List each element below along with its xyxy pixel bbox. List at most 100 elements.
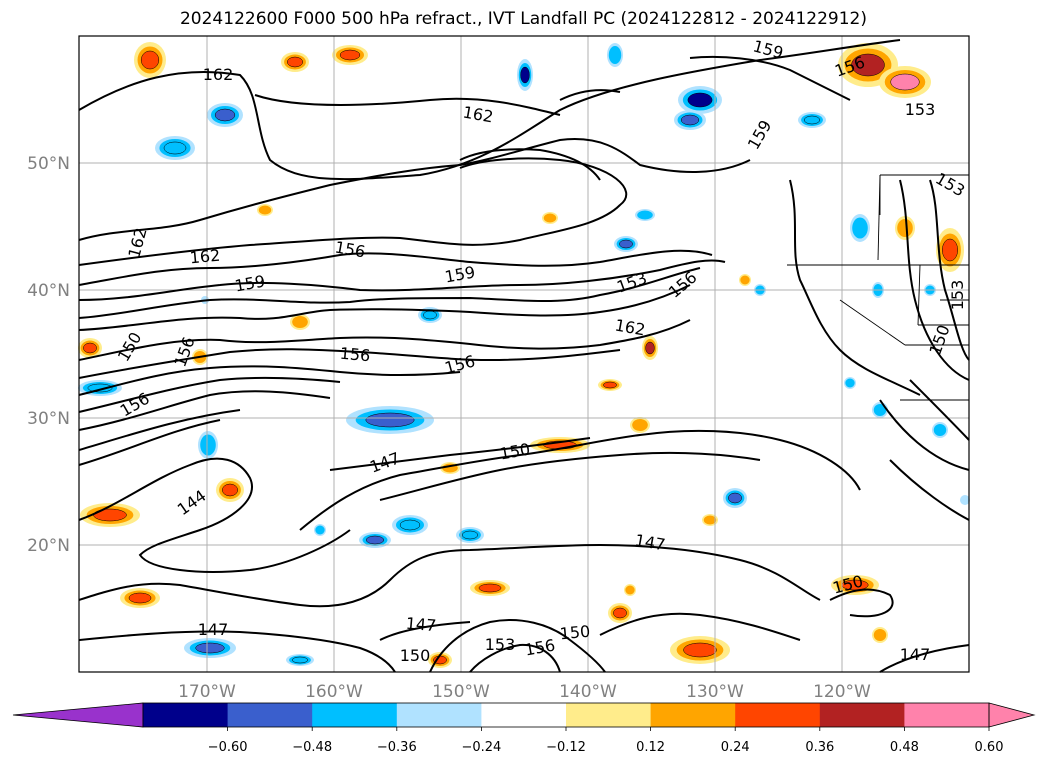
colorbar-swatch [566, 703, 652, 727]
anomaly-patch [423, 310, 437, 320]
anomaly-patch [365, 535, 385, 545]
anomaly-patch [645, 341, 655, 355]
map-title: 2024122600 F000 500 hPa refract., IVT La… [179, 9, 867, 29]
contour-label: 150 [559, 622, 591, 644]
anomaly-patch [933, 424, 947, 436]
contour-line [78, 409, 241, 451]
contour-label: 162 [189, 246, 221, 268]
anomaly-patch [613, 607, 627, 619]
contour-line [78, 348, 621, 379]
colorbar-tick-label: 0.36 [805, 740, 834, 755]
contour-line [379, 451, 761, 501]
state-boundaries [787, 174, 969, 401]
latitude-tick-labels: 50°N 40°N 30°N 20°N [27, 154, 70, 556]
lat-tick-label: 40°N [27, 281, 70, 301]
contour-line [879, 644, 970, 673]
anomaly-patch [851, 53, 885, 77]
contour-line [78, 259, 726, 301]
contour-line [78, 39, 901, 181]
anomaly-patch [214, 108, 236, 122]
contour-line [929, 179, 970, 361]
contour-line [78, 267, 701, 319]
colorbar-tick-label: −0.12 [546, 740, 586, 755]
state-boundary [839, 299, 906, 346]
anomaly-patch [683, 642, 717, 658]
anomaly-patch [625, 585, 635, 595]
lon-tick-label: 160°W [305, 682, 363, 702]
lon-tick-label: 120°W [813, 682, 871, 702]
anomaly-patch [140, 50, 160, 70]
anomaly-patch [128, 592, 152, 604]
graticule [79, 36, 969, 672]
anomaly-patch [680, 114, 700, 126]
anomaly-patch [365, 412, 415, 428]
colorbar-tick-label: 0.12 [636, 740, 665, 755]
contour-line [789, 179, 921, 396]
contour-line [78, 543, 821, 608]
contour-line [78, 157, 628, 266]
anomaly-patch [740, 275, 750, 285]
lat-tick-label: 50°N [27, 154, 70, 174]
colorbar: −0.60 −0.48 −0.36 −0.24 −0.12 0.12 0.24 0.36 0.4… [12, 702, 1036, 755]
colorbar-tick-label: 0.24 [721, 740, 750, 755]
anomaly-patch [163, 141, 187, 155]
contour-line [469, 643, 561, 673]
anomaly-fill-layer [78, 42, 970, 668]
contour-line [429, 619, 606, 673]
colorbar-swatch [396, 703, 482, 727]
contour-line [559, 89, 621, 101]
contour-line [78, 319, 691, 361]
contour-label: 153 [948, 280, 967, 311]
contour-label: 156 [339, 344, 371, 366]
anomaly-patch [845, 378, 855, 388]
anomaly-patch [195, 642, 225, 654]
anomaly-patch [83, 342, 97, 354]
colorbar-tick-label: 0.48 [890, 740, 919, 755]
contour-line [909, 379, 970, 441]
contour-line [689, 55, 851, 101]
colorbar-swatch [650, 703, 736, 727]
state-boundary [917, 264, 921, 326]
anomaly-patch [339, 49, 361, 61]
colorbar-extend-high [988, 702, 1036, 728]
anomaly-patch [632, 419, 648, 431]
contour-line [879, 399, 970, 471]
anomaly-patch [399, 519, 421, 531]
anomaly-patch [804, 115, 820, 125]
refractivity-contours [78, 39, 970, 673]
contour-line [599, 612, 801, 641]
colorbar-tick-label: −0.36 [377, 740, 417, 755]
contour-line [78, 365, 461, 396]
anomaly-patch [619, 239, 633, 249]
contour-label: 147 [198, 620, 229, 639]
contour-line [78, 249, 713, 286]
anomaly-patch [462, 530, 478, 540]
colorbar-tick-label: −0.24 [461, 740, 501, 755]
anomaly-patch [960, 495, 970, 505]
anomaly-patch [520, 66, 530, 84]
contour-label: 150 [400, 646, 431, 665]
lat-tick-label: 20°N [27, 536, 70, 556]
anomaly-patch [942, 238, 958, 262]
colorbar-tick-label: −0.60 [208, 740, 248, 755]
anomaly-patch [603, 381, 617, 389]
anomaly-patch [687, 92, 713, 108]
contour-label: 153 [485, 635, 516, 654]
anomaly-patch [258, 205, 272, 215]
lon-tick-label: 150°W [432, 682, 490, 702]
contour-line [829, 588, 894, 618]
anomaly-patch [478, 583, 502, 593]
lon-tick-label: 170°W [178, 682, 236, 702]
contour-line [78, 390, 331, 431]
contour-line [78, 457, 351, 573]
anomaly-patch [543, 213, 557, 223]
anomaly-patch [608, 46, 622, 64]
colorbar-swatch [819, 703, 905, 727]
colorbar-swatch [227, 703, 313, 727]
state-boundary [877, 174, 881, 261]
anomaly-patch [637, 210, 653, 220]
anomaly-patch [292, 316, 308, 328]
colorbar-tick-label: 0.60 [975, 740, 1004, 755]
contour-label: 147 [900, 645, 931, 664]
